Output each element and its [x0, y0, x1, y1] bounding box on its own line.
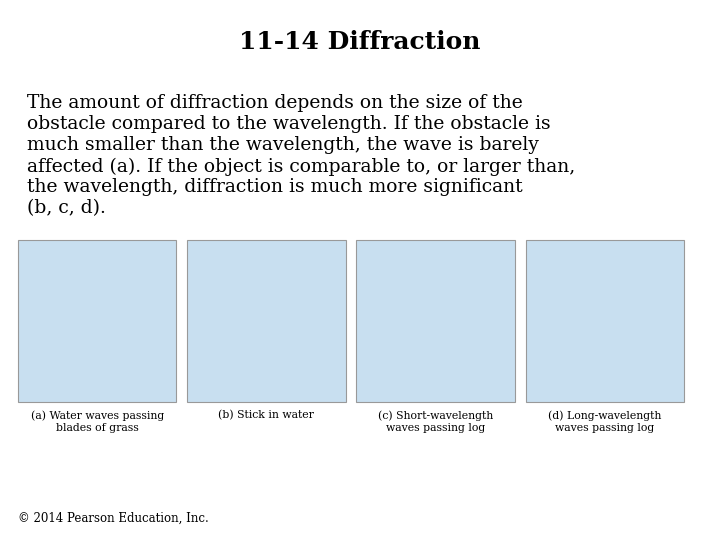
Text: (d) Long-wavelength
waves passing log: (d) Long-wavelength waves passing log [548, 410, 662, 433]
Text: affected (a). If the object is comparable to, or larger than,: affected (a). If the object is comparabl… [27, 157, 575, 176]
Text: © 2014 Pearson Education, Inc.: © 2014 Pearson Education, Inc. [18, 512, 209, 525]
Text: much smaller than the wavelength, the wave is barely: much smaller than the wavelength, the wa… [27, 137, 539, 154]
Text: (a) Water waves passing
blades of grass: (a) Water waves passing blades of grass [30, 410, 164, 433]
Text: (b) Stick in water: (b) Stick in water [218, 410, 315, 421]
FancyBboxPatch shape [187, 240, 346, 402]
Text: (c) Short-wavelength
waves passing log: (c) Short-wavelength waves passing log [378, 410, 493, 433]
FancyBboxPatch shape [18, 240, 176, 402]
Text: The amount of diffraction depends on the size of the: The amount of diffraction depends on the… [27, 94, 523, 112]
Text: obstacle compared to the wavelength. If the obstacle is: obstacle compared to the wavelength. If … [27, 116, 551, 133]
FancyBboxPatch shape [526, 240, 684, 402]
FancyBboxPatch shape [356, 240, 515, 402]
Text: 11-14 Diffraction: 11-14 Diffraction [239, 30, 481, 53]
Text: the wavelength, diffraction is much more significant: the wavelength, diffraction is much more… [27, 178, 523, 196]
Text: (b, c, d).: (b, c, d). [27, 199, 107, 217]
